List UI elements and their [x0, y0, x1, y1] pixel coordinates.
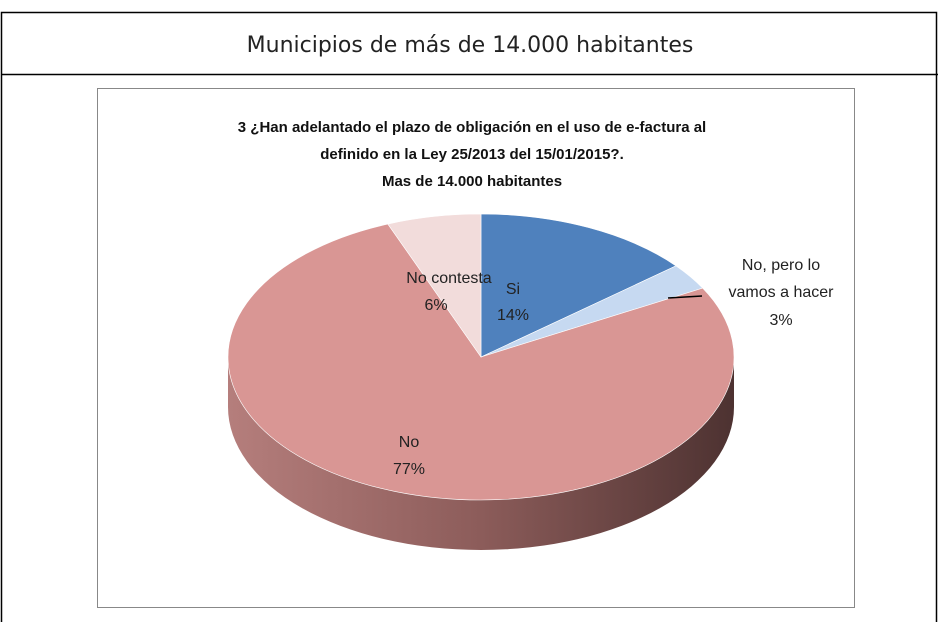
- leader-line: [667, 295, 703, 299]
- table-border: [0, 11, 938, 622]
- category-label: Si: [505, 281, 521, 298]
- slice: [387, 213, 482, 358]
- value-label: 3%: [769, 312, 793, 329]
- category-label: No, pero lo vamos a hacer: [728, 257, 834, 301]
- slice-side: [228, 357, 734, 550]
- chart-title: Mas de 14.000 habitantes: [382, 173, 562, 190]
- value-label: 14%: [496, 307, 530, 324]
- value-label: 6%: [424, 297, 448, 314]
- slice: [227, 223, 735, 501]
- pie: [227, 213, 735, 550]
- category-label: No contesta: [406, 270, 492, 287]
- slice: [480, 213, 677, 358]
- header-title: Municipios de más de 14.000 habitantes: [247, 33, 694, 58]
- chart-title: definido en la Ley 25/2013 del 15/01/201…: [320, 146, 624, 163]
- chart-title: 3 ¿Han adelantado el plazo de obligación…: [238, 119, 706, 136]
- category-label: No: [398, 434, 420, 451]
- value-label: 77%: [392, 461, 426, 478]
